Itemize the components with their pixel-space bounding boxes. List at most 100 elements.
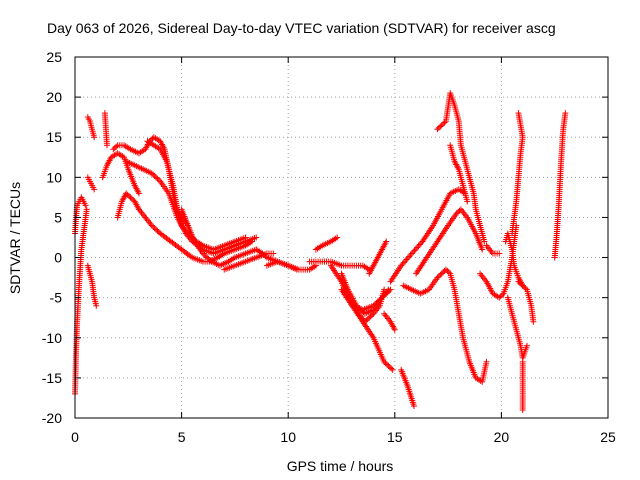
series-arc-f (101, 110, 110, 149)
data-point (82, 202, 89, 209)
series-arc-ah (509, 110, 526, 237)
data-point (382, 360, 389, 367)
tick-layer: 0 5 10 15 20 25 -20 -15 -10 -5 0 5 10 15 20 25 (42, 49, 616, 445)
data-point (499, 291, 506, 298)
data-point (383, 238, 390, 245)
y-tick-label: -10 (42, 330, 62, 346)
data-point (364, 316, 371, 323)
series-arc-i (114, 190, 255, 265)
y-tick-label: -5 (50, 290, 63, 306)
x-tick-label: 5 (178, 429, 186, 445)
data-layer (72, 90, 569, 413)
data-point (496, 294, 503, 301)
series-arc-e (84, 262, 100, 309)
data-point (110, 146, 117, 153)
data-point (135, 190, 142, 197)
data-point (150, 171, 157, 178)
data-point (205, 255, 212, 262)
data-point (400, 259, 407, 266)
series-arc-n (221, 250, 277, 273)
data-point (386, 287, 393, 294)
data-point (148, 222, 155, 229)
data-point (293, 266, 300, 273)
plot-frame (74, 56, 609, 419)
series-arc-ai (519, 358, 526, 413)
data-point (93, 302, 100, 309)
x-tick-label: 10 (280, 429, 296, 445)
data-point (253, 234, 260, 241)
y-tick-label: -20 (42, 410, 62, 426)
data-point (385, 362, 392, 369)
y-tick-label: -15 (42, 370, 62, 386)
series-arc-ag (504, 294, 530, 361)
data-point (444, 267, 451, 274)
data-point (128, 195, 135, 202)
data-point (154, 175, 161, 182)
data-point (151, 172, 158, 179)
data-point (389, 366, 396, 373)
data-point (442, 266, 449, 273)
data-point (202, 253, 209, 260)
data-point (434, 274, 441, 281)
series-arc-y (387, 186, 469, 285)
data-point (410, 249, 417, 256)
series-arc-p (312, 234, 341, 253)
data-point (412, 246, 419, 253)
data-point (435, 124, 442, 131)
data-point (440, 120, 447, 127)
data-point (435, 273, 442, 280)
x-tick-label: 25 (600, 429, 616, 445)
data-point (103, 142, 110, 149)
data-point (151, 225, 158, 232)
y-tick-label: 20 (46, 89, 62, 105)
data-point (384, 289, 391, 296)
data-point (91, 134, 98, 141)
data-point (522, 285, 529, 292)
data-point (150, 223, 157, 230)
data-point (388, 365, 395, 372)
data-point (479, 246, 486, 253)
data-point (445, 269, 452, 276)
series-arc-d (84, 174, 98, 193)
series-arc-ac (447, 142, 471, 205)
data-point (403, 256, 410, 263)
series-arc-c (84, 114, 98, 141)
data-point (270, 250, 277, 257)
series-arc-w (381, 310, 398, 333)
series-arc-ak (551, 110, 569, 261)
data-point (497, 293, 504, 300)
data-point (523, 342, 530, 349)
series-arc-z (413, 206, 486, 277)
data-point (414, 244, 421, 251)
data-point (381, 358, 388, 365)
y-tick-label: 25 (46, 49, 62, 65)
data-point (402, 258, 409, 265)
data-point (404, 255, 411, 262)
data-point (123, 190, 130, 197)
y-tick-label: 5 (54, 209, 62, 225)
data-point (464, 198, 471, 205)
data-point (153, 174, 160, 181)
data-point (438, 270, 445, 277)
data-point (386, 364, 393, 371)
series-arc-q (306, 258, 373, 273)
data-point (519, 282, 526, 289)
series-arc-t (366, 238, 390, 277)
data-point (406, 253, 413, 260)
data-point (530, 318, 537, 325)
data-point (383, 361, 390, 368)
data-point (518, 281, 525, 288)
series-arc-g (99, 150, 142, 197)
series-arc-v (338, 286, 396, 373)
data-point (519, 406, 526, 413)
data-point (391, 326, 398, 333)
data-point (515, 278, 522, 285)
data-point (201, 251, 208, 258)
data-point (127, 194, 134, 201)
data-point (381, 286, 388, 293)
series-arc-x (398, 366, 417, 409)
data-point (111, 144, 118, 151)
data-point (367, 313, 374, 320)
data-point (124, 191, 131, 198)
